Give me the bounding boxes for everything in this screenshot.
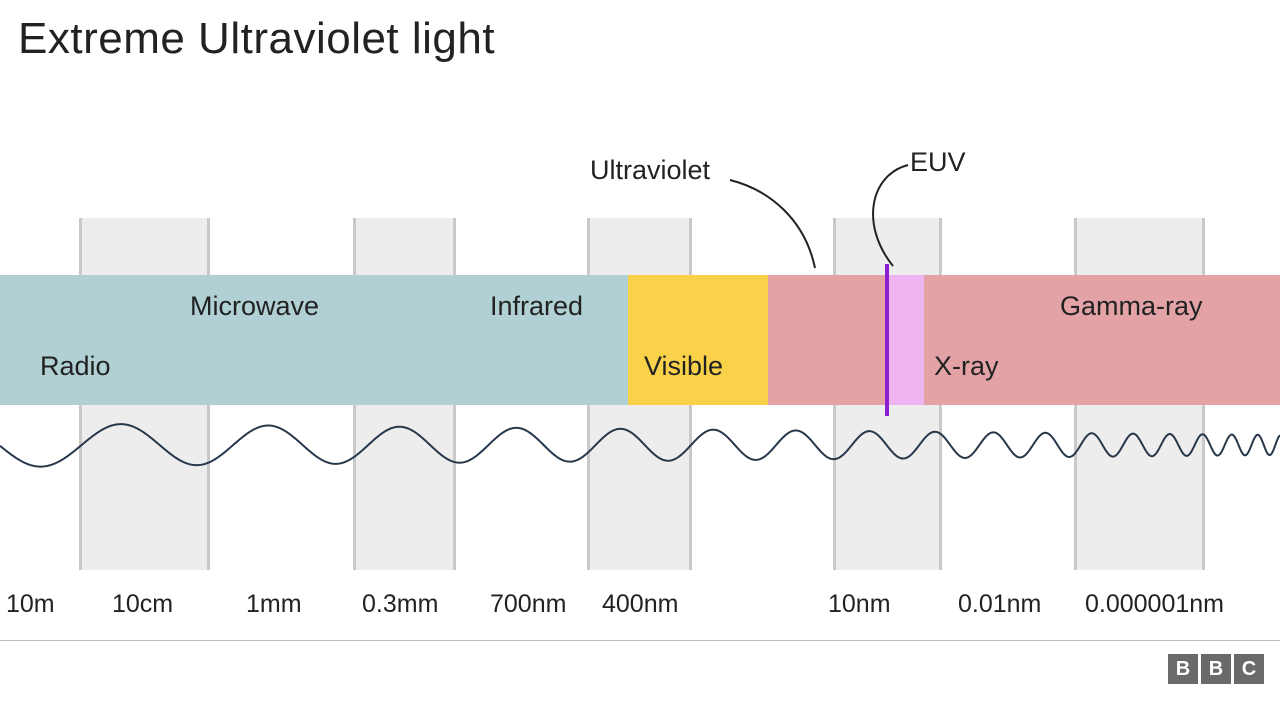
callout-curve-euv xyxy=(873,165,908,266)
scale-label: 10nm xyxy=(828,590,891,619)
scale-label: 0.000001nm xyxy=(1085,590,1224,619)
scale-label: 10cm xyxy=(112,590,173,619)
scale-label: 700nm xyxy=(490,590,566,619)
footer-divider xyxy=(0,640,1280,641)
euv-marker-line xyxy=(885,264,889,416)
callout-label-uv: Ultraviolet xyxy=(590,155,710,186)
logo-letter: B xyxy=(1201,654,1231,684)
scale-label: 0.3mm xyxy=(362,590,438,619)
callout-label-euv: EUV xyxy=(910,147,966,178)
callout-curve-uv xyxy=(730,180,815,268)
logo-letter: C xyxy=(1234,654,1264,684)
scale-label: 0.01nm xyxy=(958,590,1041,619)
spectrum-chart: RadioMicrowaveInfraredVisibleX-rayGamma-… xyxy=(0,0,1280,720)
scale-label: 10m xyxy=(6,590,55,619)
scale-label: 1mm xyxy=(246,590,302,619)
bbc-logo: BBC xyxy=(1168,654,1264,684)
scale-label: 400nm xyxy=(602,590,678,619)
logo-letter: B xyxy=(1168,654,1198,684)
